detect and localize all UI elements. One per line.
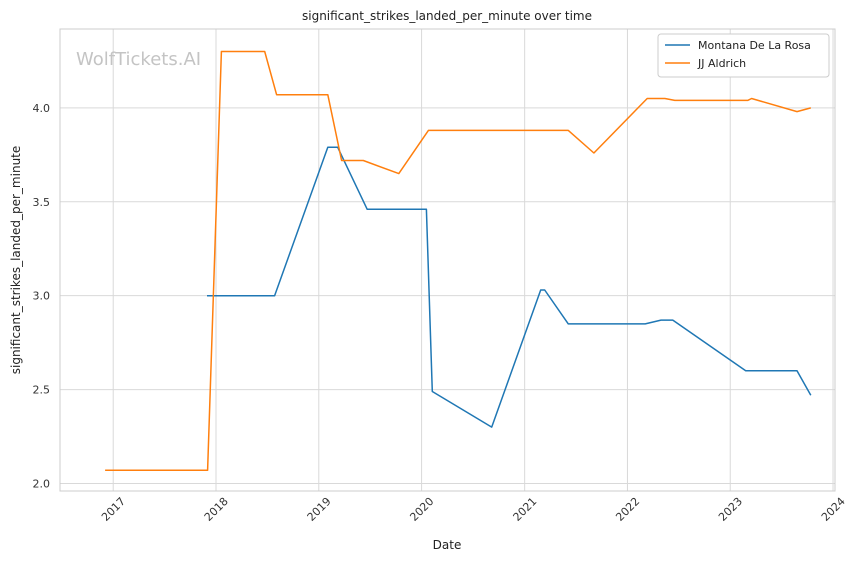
plot-area-frame bbox=[59, 28, 836, 492]
legend: Montana De La Rosa JJ Aldrich bbox=[657, 33, 830, 78]
chart-title: significant_strikes_landed_per_minute ov… bbox=[302, 9, 592, 23]
series-lines bbox=[105, 50, 812, 472]
legend-box bbox=[657, 33, 830, 78]
y-tick-label: 2.5 bbox=[33, 384, 51, 397]
legend-label-1: Montana De La Rosa bbox=[698, 39, 811, 52]
y-axis-ticks: 2.0 2.5 3.0 3.5 4.0 bbox=[33, 102, 51, 491]
y-axis-label: significant_strikes_landed_per_minute bbox=[9, 146, 23, 375]
y-tick-label: 4.0 bbox=[33, 102, 51, 115]
series-line-2 bbox=[105, 50, 811, 472]
x-axis-label: Date bbox=[433, 538, 462, 552]
legend-label-2: JJ Aldrich bbox=[697, 57, 746, 70]
grid bbox=[60, 29, 835, 491]
series-line-1 bbox=[207, 146, 812, 428]
watermark: WolfTickets.AI bbox=[76, 49, 201, 70]
y-tick-label: 2.0 bbox=[33, 477, 51, 490]
y-tick-label: 3.5 bbox=[33, 196, 51, 209]
y-tick-label: 3.0 bbox=[33, 290, 51, 303]
